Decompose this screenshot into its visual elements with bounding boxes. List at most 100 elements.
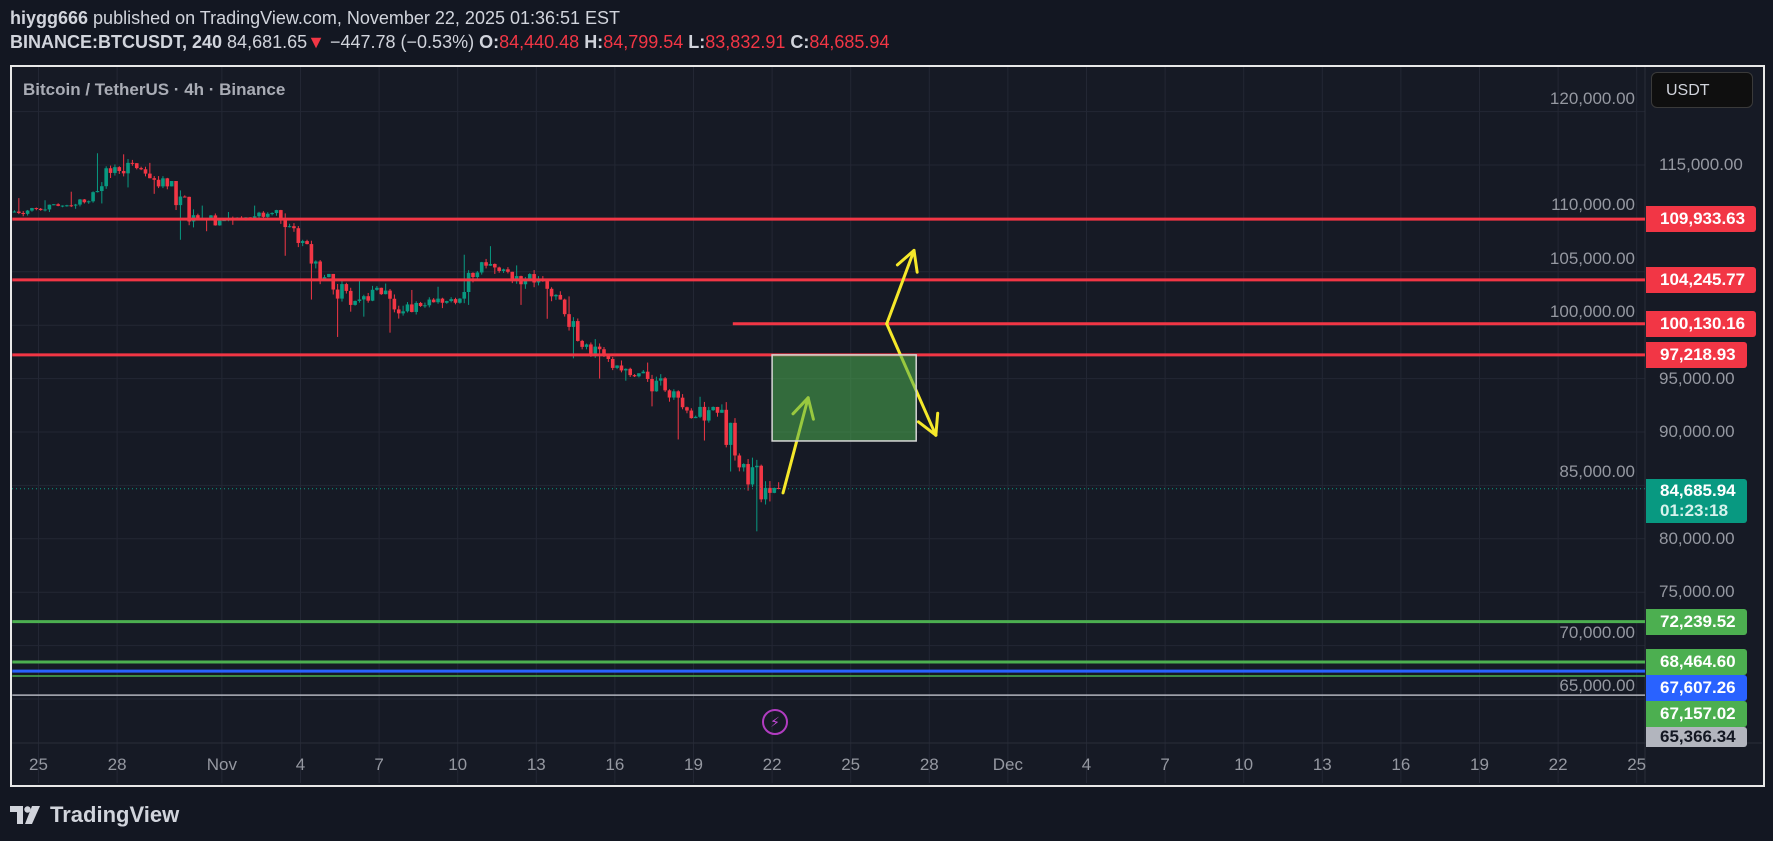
candle-body — [174, 181, 178, 206]
level-tag: 72,239.52 — [1646, 608, 1747, 635]
candle-body — [698, 406, 702, 417]
candle-body — [91, 192, 95, 202]
candle-body — [143, 169, 148, 174]
level-tag: 104,245.77 — [1646, 266, 1757, 293]
level-tag: 100,130.16 — [1646, 310, 1757, 337]
down-arrow-icon: ▼ — [307, 32, 325, 52]
candle-body — [493, 263, 497, 268]
candle-body — [506, 269, 510, 272]
candle-body — [444, 301, 449, 303]
price-axis-label: 85,000.00 — [1559, 462, 1635, 482]
price-axis-label: 80,000.00 — [1659, 528, 1735, 548]
candle-body — [471, 272, 475, 278]
candle-body — [746, 464, 750, 485]
candle-body — [335, 289, 340, 299]
candle-body — [366, 296, 370, 301]
candle-body — [645, 371, 650, 380]
close-label: C: — [790, 32, 810, 52]
low-label: L: — [688, 32, 706, 52]
candle-body — [728, 422, 733, 445]
candle-body — [217, 220, 222, 226]
tradingview-logo[interactable]: TradingView — [10, 802, 179, 828]
time-axis-label: 4 — [295, 755, 306, 774]
candle-body — [209, 215, 213, 220]
candle-body — [776, 487, 781, 489]
candle-body — [370, 289, 375, 301]
candle-body — [545, 280, 550, 289]
candle-body — [108, 168, 113, 173]
candle-body — [676, 391, 681, 398]
candle-body — [711, 406, 715, 411]
level-tag: 68,464.60 — [1646, 648, 1747, 675]
time-axis-label: 7 — [1160, 755, 1170, 774]
candle-body — [65, 205, 69, 207]
candle-body — [139, 168, 143, 170]
lightning-icon[interactable]: ⚡ — [762, 709, 788, 735]
candle-body — [331, 273, 336, 290]
time-axis-label: 19 — [684, 755, 703, 774]
candle-body — [624, 368, 628, 371]
candle-body — [375, 287, 379, 290]
candle-body — [615, 365, 619, 368]
candle-body — [741, 464, 746, 468]
level-tag: 97,218.93 — [1646, 341, 1747, 368]
candle-body — [309, 244, 314, 264]
candle-body — [69, 205, 74, 207]
candle-body — [187, 196, 191, 222]
candle-body — [527, 274, 532, 281]
candle-body — [715, 406, 720, 413]
time-axis-label: 28 — [107, 755, 127, 774]
published-text: published on TradingView.com, November 2… — [93, 8, 621, 28]
bar-countdown: 01:23:18 — [1660, 500, 1729, 520]
candle-body — [340, 284, 344, 299]
close-value: 84,685.94 — [809, 32, 890, 52]
candle-body — [610, 359, 615, 368]
price-axis-label: 110,000.00 — [1551, 195, 1635, 215]
candle-body — [362, 296, 366, 300]
high-label: H: — [584, 32, 604, 52]
author-name[interactable]: hiygg666 — [10, 8, 89, 28]
candle-body — [427, 299, 432, 306]
high-value: 84,799.54 — [603, 32, 684, 52]
candle-body — [759, 465, 763, 500]
last-price: 84,681.65 — [227, 32, 308, 52]
candle-body — [602, 349, 606, 356]
candle-body — [497, 267, 501, 271]
candle-body — [113, 167, 117, 173]
candle-body — [165, 178, 170, 187]
candle-body — [558, 294, 563, 300]
candle-body — [25, 210, 30, 214]
candle-body — [431, 299, 436, 303]
open-value: 84,440.48 — [499, 32, 580, 52]
candle-body — [379, 287, 384, 295]
candle-body — [619, 365, 624, 371]
level-tag: 109,933.63 — [1646, 206, 1757, 233]
symbol-info: BINANCE:BTCUSDT, 240 84,681.65▼ −447.78 … — [10, 32, 889, 53]
time-axis-label: 25 — [29, 755, 48, 774]
candle-body — [279, 210, 283, 219]
candle-body — [706, 410, 711, 421]
candle-body — [597, 346, 602, 350]
candle-body — [178, 196, 183, 206]
time-axis-label: Nov — [206, 755, 238, 774]
candle-body — [593, 346, 598, 356]
candle-body — [95, 191, 100, 193]
price-axis-label: 100,000.00 — [1549, 302, 1635, 322]
candle-body — [772, 487, 777, 493]
time-axis-label: 19 — [1470, 755, 1489, 774]
candle-body — [449, 299, 453, 302]
time-axis-label: 25 — [1627, 755, 1647, 774]
candle-body — [654, 380, 659, 392]
candle-body — [641, 371, 646, 374]
currency-button[interactable]: USDT — [1651, 72, 1753, 108]
candle-body — [501, 269, 506, 271]
price-axis-label: 95,000.00 — [1659, 368, 1735, 388]
candle-body — [458, 298, 462, 303]
candle-body — [755, 465, 759, 468]
candle-body — [396, 309, 401, 314]
price-axis-label: 65,000.00 — [1559, 676, 1635, 695]
candle-body — [222, 220, 226, 222]
candle-body — [56, 204, 60, 206]
candle-body — [488, 263, 493, 266]
